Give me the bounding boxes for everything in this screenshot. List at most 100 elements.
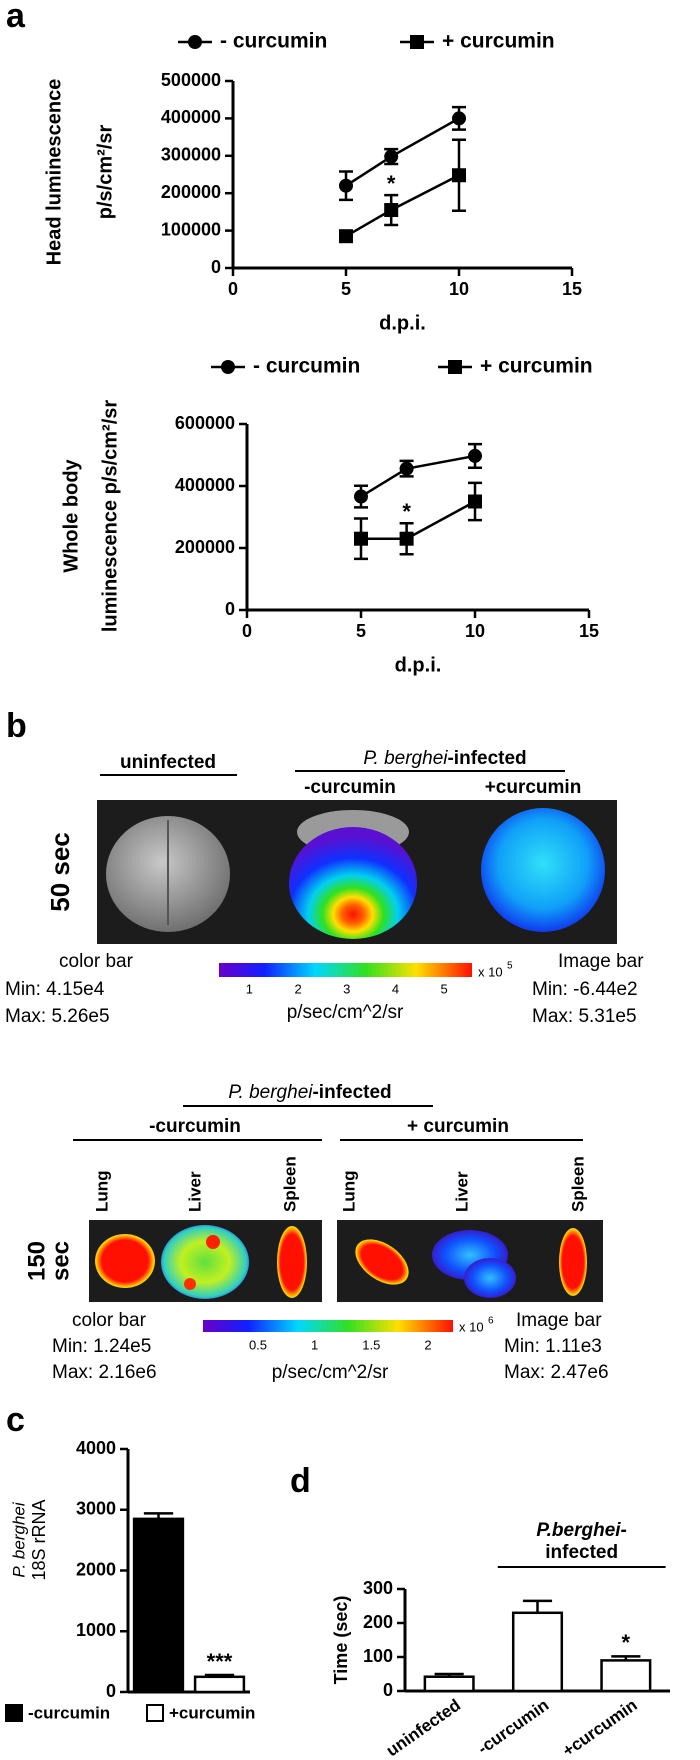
exponent: 6 [488,1316,494,1327]
organ-image [161,1225,249,1299]
y-axis-label: Time (sec) [331,1596,351,1685]
y-tick-label: 2000 [76,1559,116,1579]
series-line [345,174,460,238]
marker [354,489,368,504]
legend-label: +curcumin [169,1703,255,1722]
bar [600,1659,652,1693]
y-axis-label: luminescence p/s/cm²/sr [99,400,121,633]
series-line [361,500,476,540]
bar-max: Max: 2.47e6 [504,1362,609,1383]
y-tick-label: 300 [363,1578,393,1598]
y-tick-label: 300000 [161,145,221,165]
x-tick-label: 10 [449,279,469,299]
bar-title: Image bar [516,1310,602,1331]
organ-label: Spleen [280,1156,299,1212]
organ-label: Lung [339,1170,358,1212]
marker [384,149,399,164]
legend-swatch [5,1704,23,1722]
legend-marker [448,360,462,374]
condition: + curcumin [407,1116,509,1137]
bar-max: Max: 5.26e5 [5,1006,110,1027]
y-tick-label: 100 [363,1646,393,1666]
bar [132,1517,185,1694]
legend-marker [221,360,235,374]
y-axis-label: Whole body [60,458,82,572]
x-axis-label: d.p.i. [379,312,426,334]
organ-image [355,1239,409,1285]
group-title: uninfected [120,752,216,773]
marker [384,203,399,218]
series-line [360,454,476,498]
condition: -curcumin [304,777,396,798]
group-label: infected [545,1542,618,1563]
group-title: P. berghei-infected [228,1082,391,1103]
x-tick-label: 0 [228,279,238,299]
heat-signal [289,827,417,939]
bar-min: Min: 1.24e5 [52,1336,151,1357]
infected: -infected [447,748,526,769]
y-tick-label: 400000 [175,475,235,495]
panel-label: b [6,707,27,745]
multiplier: x 10 [478,964,503,979]
bar-title: Image bar [558,951,644,972]
marker [399,461,414,476]
color-bar-tick: 2 [424,1337,431,1352]
bar-title: color bar [72,1310,147,1331]
y-tick-label: 1000 [76,1620,116,1640]
x-tick-label: +curcumin [559,1695,641,1760]
bar-min: Min: 1.11e3 [504,1336,602,1357]
exposure: 50 sec [45,832,75,912]
unit: p/sec/cm^2/sr [287,1002,404,1023]
color-bar-tick: 4 [392,981,399,996]
y-axis-label: 18S rRNA [29,1499,49,1580]
marker [354,531,368,546]
exponent: 5 [507,961,513,972]
color-bar-tick: 1.5 [362,1337,380,1352]
annotation: * [402,499,411,524]
marker [339,178,353,193]
y-tick-label: 0 [211,257,221,277]
y-tick-label: 200 [363,1612,393,1632]
multiplier: x 10 [459,1319,484,1334]
marker [468,448,482,463]
x-tick-label: 0 [242,621,252,641]
legend-swatch [146,1704,164,1722]
y-axis-label: Head luminescence [43,79,65,266]
color-bar-tick: 3 [343,981,350,996]
color-bar [203,1320,453,1332]
unit: p/sec/cm^2/sr [272,1362,389,1383]
y-axis-label: p/s/cm²/sr [94,125,116,220]
y-tick-label: 0 [383,1680,393,1700]
y-tick-label: 0 [106,1681,116,1701]
color-bar [219,963,472,977]
panel-b-bottom: P. berghei-infected -curcumin + curcumin… [23,1082,608,1383]
y-tick-label: 400000 [161,107,221,127]
error-bar [522,1599,553,1613]
panel-label: d [290,1462,311,1500]
y-tick-label: 600000 [175,413,235,433]
bar [511,1611,564,1693]
condition: -curcumin [149,1116,241,1137]
legend-marker [410,35,424,49]
organ-label: Liver [452,1171,471,1212]
y-tick-label: 500000 [161,70,221,90]
y-tick-label: 200000 [161,182,221,202]
organ-image [277,1226,307,1298]
panel-b-top: uninfected P. berghei-infected -curcumin… [5,748,644,1027]
bar-title: color bar [59,951,134,972]
legend-label: + curcumin [480,355,593,378]
legend-label: + curcumin [442,30,555,53]
legend-label: - curcumin [253,355,360,378]
y-axis-label: P. berghei [9,1501,28,1578]
annotation: * [387,171,396,196]
marker [399,531,414,546]
heat-signal [481,808,605,932]
y-tick-label: 0 [225,599,235,619]
x-tick-label: 15 [562,279,582,299]
marker [339,229,353,244]
group-title: P. berghei-infected [363,748,526,769]
bar-min: Min: 4.15e4 [5,979,105,1000]
bar-max: Max: 5.31e5 [532,1006,637,1027]
y-tick-label: 200000 [175,537,235,557]
